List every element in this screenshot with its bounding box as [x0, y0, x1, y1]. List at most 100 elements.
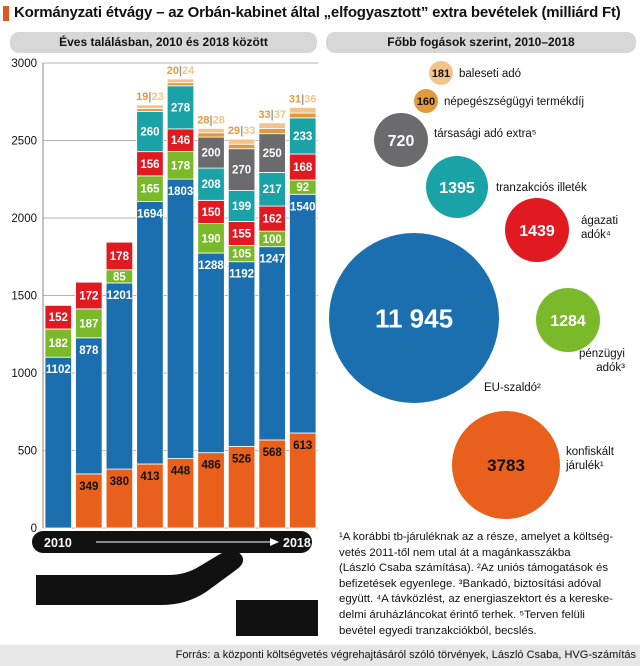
bar-top-label: 31|36	[289, 93, 317, 105]
bar-segment-orange-2015	[197, 452, 225, 529]
bar-segment-orange-2013	[136, 463, 164, 529]
bubble-0	[429, 61, 453, 85]
bar-value-label: 178	[110, 251, 130, 263]
bubble-3	[426, 156, 488, 218]
bar-segment-teal-2013	[136, 110, 164, 153]
bar-value-label: 349	[79, 481, 98, 493]
bubble-label: adók⁴	[581, 229, 611, 241]
bar-value-label: 92	[296, 182, 309, 194]
footnote-line: vetés 2011-től nem utal át a magánkasszá…	[339, 546, 571, 559]
bar-segment-orange-2017	[258, 439, 286, 529]
bar-segment-orange-2018	[289, 432, 317, 529]
bar-segment-tan-2016	[227, 138, 256, 145]
bar-value-label: 156	[140, 159, 159, 171]
footnote-line: delmi áruházláncokat érintő terhek. ⁵Ter…	[339, 608, 585, 621]
bar-value-label: 380	[110, 476, 129, 488]
bubble-label: tranzakciós illeték	[496, 182, 587, 194]
bar-segment-red-2017	[258, 205, 286, 232]
bar-segment-brown-2013	[136, 108, 164, 112]
bar-segment-green-2014	[166, 151, 195, 180]
bar-value-label: 613	[293, 440, 312, 452]
bubble-label: társasági adó extra⁵	[434, 128, 537, 140]
title-marker	[3, 6, 9, 21]
bar-value-label: 278	[171, 102, 191, 114]
y-tick-label: 1500	[11, 291, 37, 303]
bar-value-label: 1694	[137, 208, 163, 220]
y-tick-label: 2000	[11, 213, 37, 225]
footnote-line: ¹A korábbi tb-járuléknak az a része, ame…	[339, 531, 614, 543]
source-line: Forrás: a központi költségvetés végrehaj…	[0, 645, 640, 666]
bubble-value: 1395	[439, 180, 475, 197]
bar-value-label: 187	[79, 318, 98, 330]
bubble-5	[329, 233, 499, 403]
bubble-value: 11 945	[375, 303, 453, 333]
bubble-label: népegészségügyi termékdíj	[444, 96, 584, 108]
bar-segment-teal-2018	[289, 117, 317, 155]
bar-value-label: 190	[201, 233, 220, 245]
bar-segment-blue-2010	[44, 356, 72, 529]
bar-value-label: 1192	[229, 269, 254, 281]
bar-segment-green-2010	[44, 328, 72, 358]
bar-value-label: 178	[171, 160, 191, 172]
y-tick-label: 3000	[11, 58, 37, 70]
bar-value-label: 568	[263, 447, 283, 459]
bar-value-label: 168	[293, 162, 313, 174]
bar-segment-blue-2015	[197, 252, 225, 454]
bar-value-label: 1201	[107, 290, 133, 302]
footnote-line: befizetések egyenlege. ³Bankadó, biztosí…	[339, 577, 602, 590]
bubble-value: 720	[388, 133, 415, 150]
bar-segment-orange-2012	[105, 468, 134, 529]
bar-segment-blue-2014	[166, 178, 195, 459]
bubble-value: 181	[432, 68, 450, 80]
footnote-line: együtt. ⁴A távközlést, az energiaszektor…	[339, 593, 613, 606]
bar-value-label: 105	[232, 249, 252, 261]
y-tick-label: 2500	[11, 136, 37, 148]
bar-segment-red-2011	[75, 281, 103, 310]
bar-value-label: 152	[49, 312, 68, 324]
bar-segment-red-2018	[289, 153, 317, 181]
bubble-label: járulék¹	[565, 460, 604, 472]
page-title: Kormányzati étvágy – az Orbán-kabinet ál…	[14, 4, 621, 21]
bar-segment-blue-2011	[75, 337, 103, 475]
bar-segment-orange-2014	[166, 458, 195, 529]
bar-segment-tan-2015	[197, 128, 225, 134]
bar-top-label: 20|24	[167, 65, 195, 77]
bar-segment-orange-2011	[75, 473, 103, 529]
bar-value-label: 85	[113, 271, 126, 283]
bar-segment-blue-2012	[105, 282, 134, 470]
bar-segment-tan-2018	[289, 107, 317, 114]
bar-value-label: 182	[49, 338, 68, 350]
bar-segment-teal-2015	[197, 167, 225, 201]
footnote-line: (László Csaba számítása). ²Az uniós támo…	[339, 562, 609, 575]
bubble-2	[374, 113, 428, 167]
bubble-label: adók³	[596, 362, 625, 374]
bubble-value: 3783	[487, 456, 525, 475]
timeline-arrowhead	[270, 538, 279, 546]
bar-segment-red-2010	[44, 305, 72, 330]
left-panel-title: Éves találásban, 2010 és 2018 között	[10, 32, 317, 53]
footnotes: ¹A korábbi tb-járuléknak az a része, ame…	[339, 530, 639, 639]
bar-value-label: 526	[232, 453, 251, 465]
bubble-label: EU-szaldó²	[484, 382, 541, 394]
bubble-value: 1439	[519, 223, 555, 240]
bar-segment-blue-2018	[289, 193, 317, 434]
bar-top-label: 33|37	[258, 109, 286, 121]
bar-segment-brown-2016	[227, 143, 256, 150]
bar-segment-brown-2017	[258, 128, 286, 135]
bar-segment-gray-2016	[227, 148, 256, 191]
timeline-start-label: 2010	[44, 536, 72, 550]
timeline-end-label: 2018	[283, 536, 311, 550]
bar-value-label: 1247	[259, 254, 285, 266]
bar-segment-blue-2013	[136, 201, 164, 465]
bar-segment-red-2016	[227, 221, 256, 246]
bar-value-label: 486	[201, 460, 220, 472]
bubble-label: ágazati	[581, 215, 618, 227]
cuff-icon	[236, 600, 318, 636]
y-tick-label: 0	[31, 523, 37, 535]
bar-segment-tan-2014	[166, 78, 195, 84]
bar-segment-blue-2016	[227, 261, 256, 447]
bar-segment-red-2012	[105, 241, 134, 271]
bar-value-label: 200	[201, 148, 220, 160]
hand-icon	[36, 550, 244, 605]
bar-segment-green-2011	[75, 308, 103, 339]
